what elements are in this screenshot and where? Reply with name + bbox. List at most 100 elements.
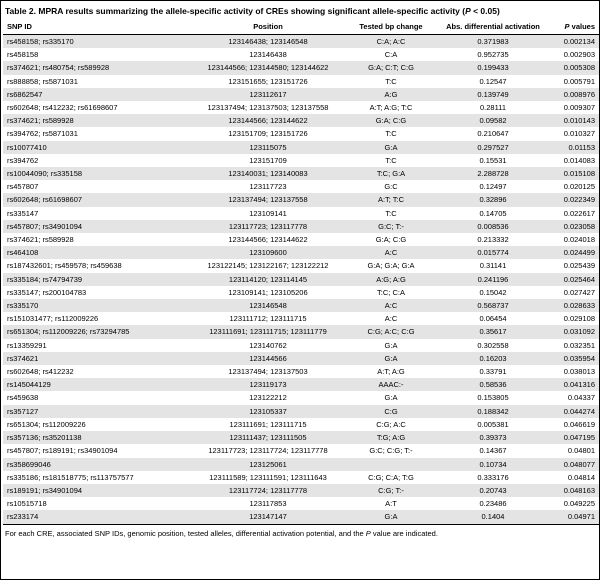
cell-snp-id: rs459638 <box>7 393 39 403</box>
cell-tested-bp-change: A:T; T:C <box>377 195 405 205</box>
cell-snp-id: rs233174 <box>3 510 189 525</box>
cell-abs-differential-activation: 0.12547 <box>479 76 507 86</box>
table-row: rs187432601; rs459578; rs459638 12312214… <box>3 259 599 272</box>
cell-p-value: 0.035954 <box>563 353 595 363</box>
cell-position: 123111437; 123111505 <box>229 433 307 443</box>
cell-tested-bp-change: T:C <box>385 208 397 218</box>
cell-tested-bp-change: C:G <box>384 406 398 416</box>
cell-snp-id: rs602648; rs412232 <box>7 367 74 377</box>
cell-p-value: 0.046619 <box>563 419 595 429</box>
cell-position: 123109141; 123105206 <box>228 287 308 297</box>
cell-abs-differential-activation: 0.16203 <box>479 353 507 363</box>
cell-snp-id: rs335147; rs200104783 <box>7 287 87 297</box>
cell-p-value: 0.008976 <box>563 89 595 99</box>
cell-abs-differential-activation: 0.015774 <box>477 248 509 258</box>
cell-p-value: 0.048077 <box>563 459 595 469</box>
cell-position: 123111589; 123111591; 123111643 <box>209 472 327 482</box>
table-row: rs464108 123109600 A:C 0.015774 0.024499 <box>3 246 599 260</box>
table-row: rs335186; rs181518775; rs113757577 12311… <box>3 471 599 484</box>
cell-p-value: 0.04971 <box>551 510 599 525</box>
table-row: rs374621 123144566 G:A 0.16203 0.035954 <box>3 351 599 366</box>
col-header-snp-id: SNP ID <box>3 20 189 35</box>
cell-snp-id: rs357127 <box>7 406 39 416</box>
table-row: rs459638 123122212 G:A 0.153805 0.04337 <box>3 391 599 404</box>
cell-position: 123151709; 123151726 <box>228 129 308 139</box>
cell-snp-id: rs394762; rs5871031 <box>7 129 78 139</box>
cell-p-value: 0.024499 <box>563 248 595 258</box>
cell-abs-differential-activation: 0.188342 <box>477 406 509 416</box>
cell-tested-bp-change: T:C; G:A <box>376 169 406 179</box>
cell-snp-id: rs187432601; rs459578; rs459638 <box>7 261 122 271</box>
cell-abs-differential-activation: 0.14705 <box>479 208 507 218</box>
table-row: rs457807; rs189191; rs34901094 123117723… <box>3 444 599 457</box>
table-row: rs357127 123105337 C:G 0.188342 0.044274 <box>3 404 599 418</box>
cell-position: 123151655; 123151726 <box>228 76 308 86</box>
cell-p-value: 0.032351 <box>563 340 595 350</box>
table-row: rs10515718 123117853 A:T 0.23486 0.04922… <box>3 497 599 510</box>
cell-snp-id: rs374621 <box>7 353 39 363</box>
footnote-italic-p: P <box>365 528 371 538</box>
cell-p-value: 0.04337 <box>567 393 595 403</box>
cell-snp-id: rs394762 <box>7 155 39 165</box>
cell-snp-id: rs335186; rs181518775; rs113757577 <box>7 472 134 482</box>
cell-tested-bp-change: A:C <box>384 314 398 324</box>
cell-snp-id: rs458158 <box>7 50 39 60</box>
cell-tested-bp-change: G:A <box>384 353 398 363</box>
cell-p-value: 0.029108 <box>563 314 595 324</box>
cell-position: 123111712; 123111715 <box>229 314 307 324</box>
table-row: rs10077410 123115075 G:A 0.297527 0.0115… <box>3 140 599 154</box>
cell-position: 123105337 <box>249 406 287 416</box>
cell-snp-id: rs10077410 <box>7 142 47 152</box>
cell-position: 123137494; 123137503 <box>228 367 308 377</box>
cell-snp-id: rs458158; rs335170 <box>7 37 74 46</box>
cell-tested-bp-change: T:C <box>385 129 397 139</box>
cell-abs-differential-activation: 0.952735 <box>477 50 509 60</box>
cell-tested-bp-change: G:A; C:G <box>375 235 407 245</box>
cell-position: 123115075 <box>249 142 287 152</box>
cell-p-value: 0.022349 <box>563 195 595 205</box>
table-row: rs10044090; rs335158 123140031; 12314008… <box>3 167 599 181</box>
cell-p-value: 0.005791 <box>563 76 595 86</box>
cell-abs-differential-activation: 0.14367 <box>479 446 507 456</box>
cell-position: 123144566 <box>249 353 287 363</box>
cell-abs-differential-activation: 0.15531 <box>479 155 507 165</box>
cell-abs-differential-activation: 0.199433 <box>477 63 509 73</box>
cell-abs-differential-activation: 0.09582 <box>479 116 507 126</box>
table-row: rs335184; rs74794739 123114120; 12311414… <box>3 272 599 286</box>
cell-abs-differential-activation: 0.005381 <box>477 419 509 429</box>
cell-abs-differential-activation: 0.33791 <box>479 367 507 377</box>
cell-abs-differential-activation: 0.297527 <box>477 142 509 152</box>
cell-tested-bp-change: C:A; A:C <box>376 37 406 46</box>
cell-abs-differential-activation: 0.008536 <box>477 221 509 231</box>
cell-p-value: 0.015108 <box>563 169 595 179</box>
table-row: rs458158; rs335170 123146438; 123146548 … <box>3 34 599 49</box>
col-header-abs-differential-activation: Abs. differential activation <box>435 20 551 35</box>
cell-position: 123140762 <box>249 340 287 350</box>
cell-position: 123146438 <box>249 50 287 60</box>
table-row: rs602648; rs412232 123137494; 123137503 … <box>3 365 599 378</box>
cell-tested-bp-change: T:G; A:G <box>376 433 406 443</box>
cell-p-value: 0.022617 <box>563 208 595 218</box>
table-row: rs374621; rs589928 123144566; 123144622 … <box>3 233 599 246</box>
cell-position: 123151709 <box>249 155 287 165</box>
cell-p-value: 0.010327 <box>563 129 595 139</box>
cell-snp-id: rs464108 <box>7 248 39 258</box>
cell-snp-id: rs10044090; rs335158 <box>7 169 83 179</box>
cell-p-value: 0.009307 <box>563 103 595 113</box>
p-values-rest: values <box>569 22 595 31</box>
cell-abs-differential-activation: 0.28111 <box>480 103 506 113</box>
cell-snp-id: rs602648; rs412232; rs61698607 <box>7 103 118 113</box>
cell-snp-id: rs651304; rs112009226; rs73294785 <box>7 327 130 337</box>
cell-tested-bp-change: G:C; C:G; T:- <box>369 446 413 456</box>
cell-p-value: 0.025439 <box>563 261 595 271</box>
table-header: SNP ID Position Tested bp change Abs. di… <box>3 20 599 35</box>
cell-position: 123144566; 123144622 <box>228 116 308 126</box>
table-row: rs394762; rs5871031 123151709; 123151726… <box>3 127 599 140</box>
table-title-text: Table 2. MPRA results summarizing the al… <box>5 6 466 16</box>
col-header-p-values: P values <box>551 20 599 35</box>
cell-tested-bp-change: G:A <box>384 142 398 152</box>
cell-tested-bp-change <box>347 458 435 471</box>
cell-snp-id: rs651304; rs112009226 <box>7 419 86 429</box>
cell-tested-bp-change: C:G; C:A; T:G <box>368 472 414 482</box>
